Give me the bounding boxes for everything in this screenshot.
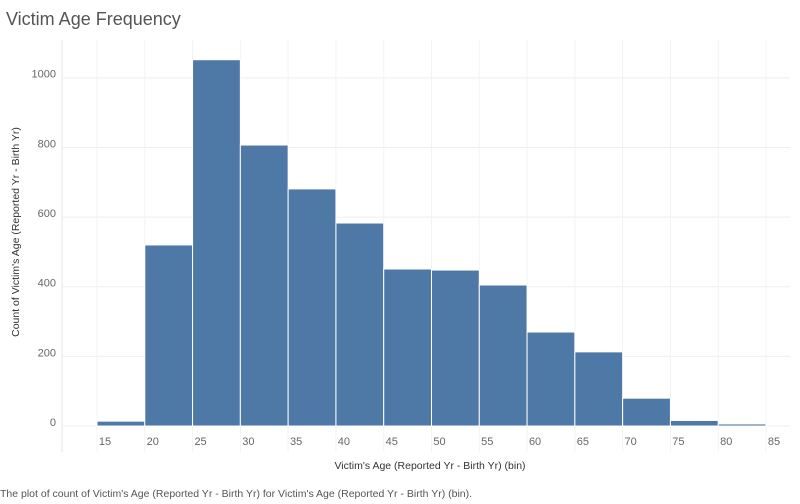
x-tick-label: 70 [625,436,637,448]
bar [335,222,385,427]
x-tick-label: 40 [338,436,350,448]
bar [239,144,289,427]
bar [622,397,671,427]
x-tick-label: 50 [433,436,445,448]
x-tick-label: 75 [672,436,684,448]
bar [144,244,194,427]
x-tick-label: 30 [242,436,254,448]
x-tick-label: 20 [147,436,159,448]
bar [192,59,241,427]
x-axis-title: Victim's Age (Reported Yr - Birth Yr) (b… [334,460,525,472]
x-tick-label: 25 [194,436,206,448]
bar [383,268,433,427]
y-tick-label: 400 [38,278,56,290]
y-tick-label: 1000 [32,69,56,81]
bar [478,284,528,427]
x-tick-label: 60 [529,436,541,448]
y-tick-label: 800 [38,138,56,150]
y-tick-label: 0 [50,417,56,429]
y-axis-title: Count of Victim's Age (Reported Yr - Bir… [10,127,22,337]
x-tick-label: 35 [290,436,302,448]
x-tick-label: 80 [720,436,732,448]
x-tick-label: 65 [577,436,589,448]
y-tick-label: 600 [38,208,56,220]
bar [669,419,719,427]
x-tick-label: 55 [481,436,493,448]
bar [96,420,146,427]
chart-title: Victim Age Frequency [6,9,181,29]
y-tick-label: 200 [38,347,56,359]
x-tick-label: 85 [768,436,780,448]
caption: The plot of count of Victim's Age (Repor… [0,488,472,500]
bar [574,351,624,427]
bar [431,269,480,427]
x-tick-label: 45 [386,436,398,448]
x-tick-label: 15 [99,436,111,448]
bar [717,423,767,427]
bar [287,188,337,427]
bar [526,331,576,427]
